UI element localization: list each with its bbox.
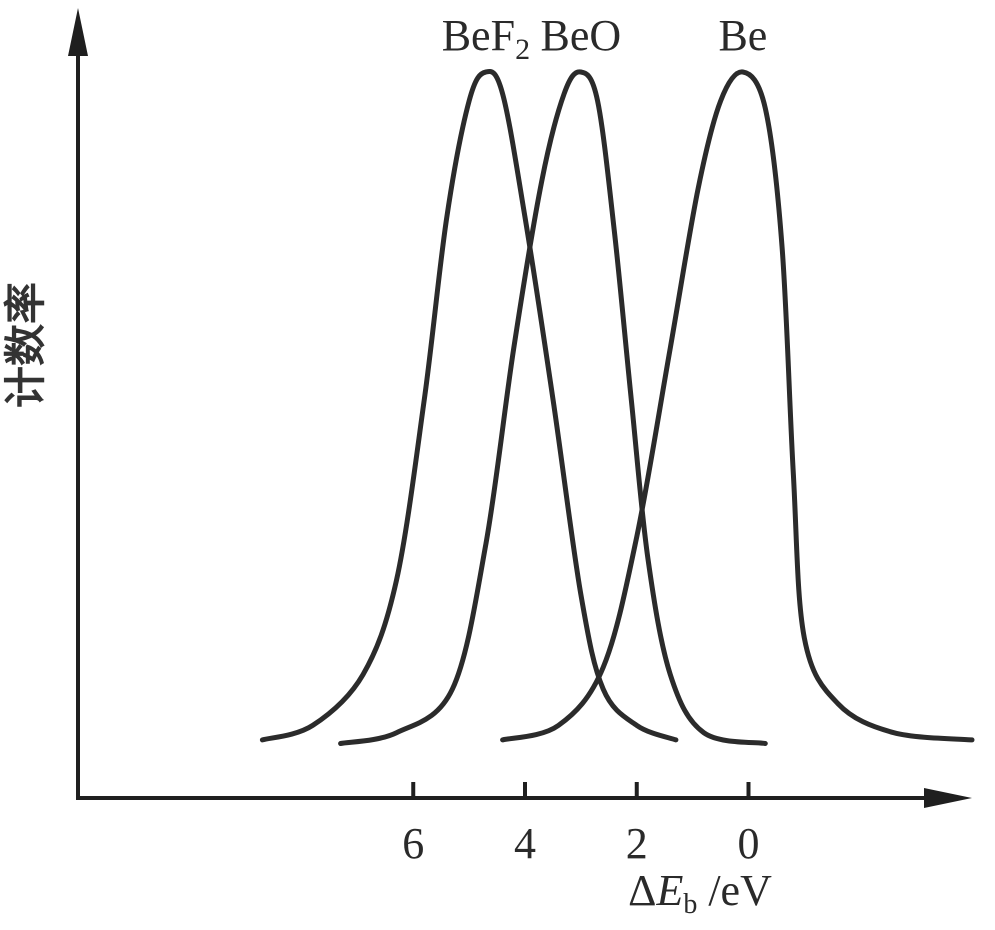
x-axis-title: ΔEb /eV bbox=[628, 866, 772, 920]
series-line-beo bbox=[338, 69, 768, 746]
x-tick-label: 4 bbox=[514, 819, 536, 868]
peak-label-beo: BeO bbox=[541, 11, 622, 60]
series bbox=[259, 69, 975, 746]
y-axis-title: 计数率 bbox=[1, 282, 50, 408]
peak-label-subscript: 2 bbox=[515, 33, 530, 66]
peak-label-name: BeF bbox=[442, 11, 515, 60]
axes bbox=[68, 8, 972, 808]
series-line-bef bbox=[259, 69, 679, 743]
x-ticks: 6 4 2 0 bbox=[402, 782, 760, 868]
peak-label-name: BeO bbox=[541, 11, 622, 60]
peak-label-bef: BeF2 bbox=[442, 11, 530, 66]
peak-label-name: Be bbox=[718, 11, 767, 60]
peak-label-be: Be bbox=[718, 11, 767, 60]
x-tick-label: 0 bbox=[738, 819, 760, 868]
x-tick-label: 2 bbox=[626, 819, 648, 868]
series-line-be bbox=[500, 69, 975, 743]
x-tick-label: 6 bbox=[402, 819, 424, 868]
y-axis-arrow bbox=[68, 8, 88, 56]
x-axis-arrow bbox=[924, 788, 972, 808]
peak-labels: BeF2 BeO Be bbox=[442, 11, 768, 66]
